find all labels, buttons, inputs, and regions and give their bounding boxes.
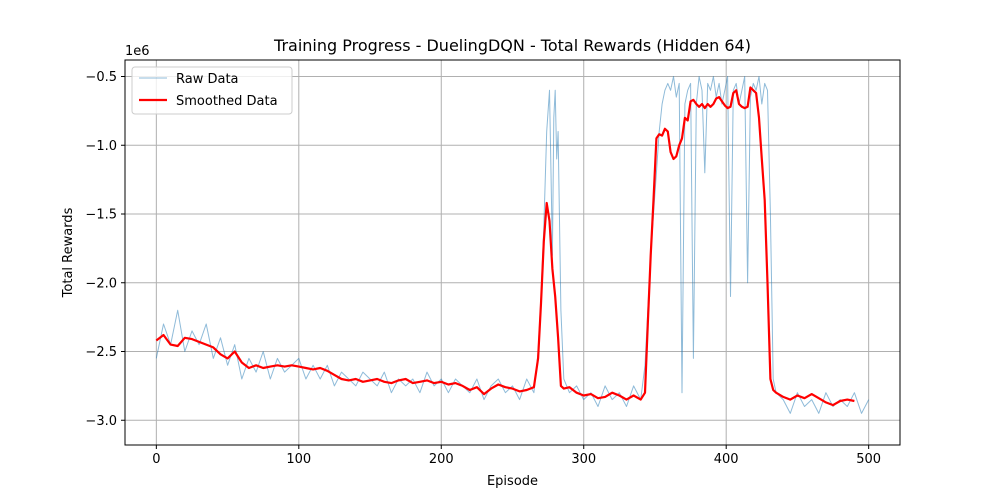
y-tick-label: −2.0 (85, 276, 117, 291)
x-tick-label: 400 (714, 452, 739, 467)
chart-title: Training Progress - DuelingDQN - Total R… (273, 36, 751, 55)
y-tick-label: −0.5 (85, 70, 117, 85)
ticks: 0 100 200 300 400 500 −3.0 −2.5 −2.0 −1.5 −1.0 −0.5 (85, 70, 881, 467)
legend-label-raw-data: Raw Data (176, 72, 239, 87)
y-axis-scale-label: 1e6 (125, 44, 150, 59)
series-layer (155, 76, 870, 414)
x-tick-label: 100 (286, 452, 311, 467)
series-line-raw-data (155, 76, 870, 414)
y-tick-label: −1.5 (85, 208, 117, 223)
plot-area-frame (124, 59, 901, 446)
legend-box (131, 66, 293, 115)
x-tick-label: 300 (571, 452, 596, 467)
legend: Raw Data Smoothed Data (131, 66, 293, 115)
x-axis-label: Episode (487, 474, 538, 489)
legend-label-smoothed-data: Smoothed Data (176, 94, 278, 109)
y-tick-label: −2.5 (85, 345, 117, 360)
y-axis-label: Total Rewards (61, 207, 76, 298)
x-tick-label: 500 (856, 452, 881, 467)
x-tick-label: 0 (152, 452, 160, 467)
y-tick-label: −1.0 (85, 139, 117, 154)
x-tick-label: 200 (429, 452, 454, 467)
series-line-smoothed-data (155, 86, 855, 407)
y-tick-label: −3.0 (85, 414, 117, 429)
